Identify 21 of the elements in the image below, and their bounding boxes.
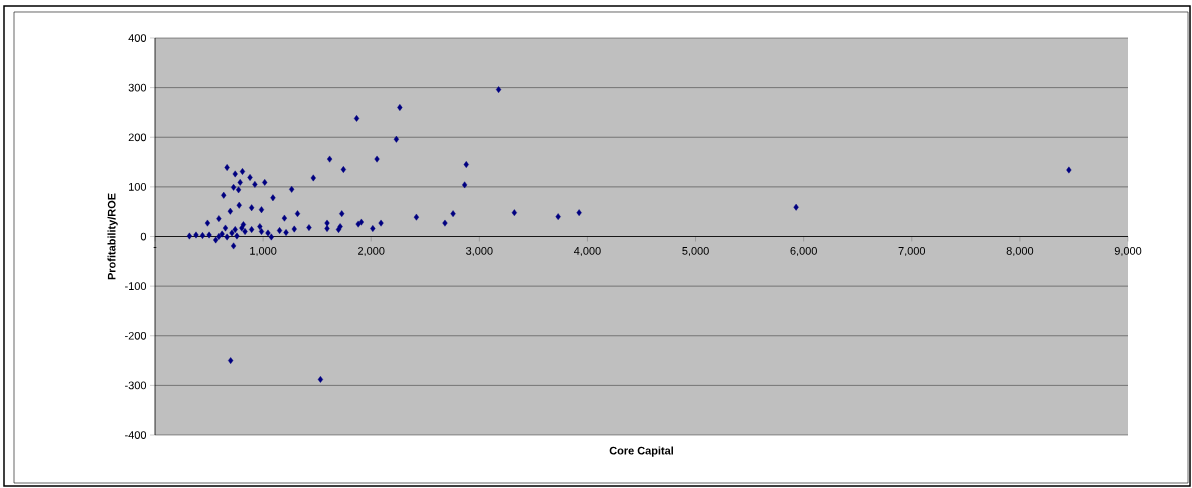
y-tick-label: -300 bbox=[125, 381, 147, 390]
x-tick-label: 7,000 bbox=[898, 247, 926, 257]
x-tick-label: 1,000 bbox=[250, 247, 277, 257]
y-tick-label: 400 bbox=[128, 34, 147, 42]
y-axis-title: Profitability/ROE bbox=[107, 193, 118, 280]
y-tick-label: 300 bbox=[128, 83, 147, 92]
x-tick-label: 2,000 bbox=[358, 247, 385, 257]
y-tick-label: -200 bbox=[125, 331, 147, 340]
x-tick-label: 3,000 bbox=[466, 247, 493, 257]
x-tick-label: - bbox=[153, 246, 157, 248]
y-tick-label: 0 bbox=[140, 232, 147, 241]
y-tick-label: -100 bbox=[125, 282, 147, 291]
y-tick-label: 100 bbox=[129, 183, 147, 191]
y-tick-label: -400 bbox=[125, 431, 147, 439]
x-tick-label: 6,000 bbox=[790, 247, 817, 257]
x-axis-title: Core Capital bbox=[609, 446, 673, 457]
x-tick-label: 5,000 bbox=[682, 247, 709, 257]
x-tick-label: 8,000 bbox=[1006, 247, 1034, 257]
x-tick-label: 4,000 bbox=[573, 247, 601, 257]
x-tick-label: 9,000 bbox=[1114, 247, 1142, 257]
y-tick-label: 200 bbox=[128, 133, 147, 142]
